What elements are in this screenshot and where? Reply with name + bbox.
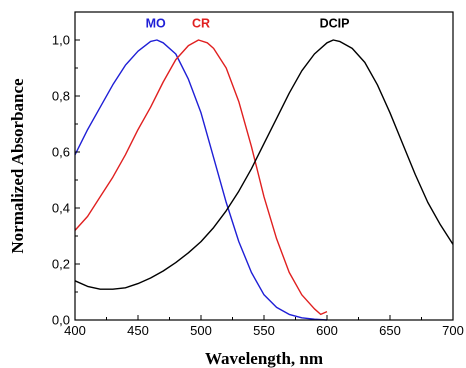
x-tick-label: 550	[253, 323, 275, 338]
y-axis-title: Normalized Absorbance	[8, 78, 27, 254]
series-line-dcip	[74, 39, 454, 290]
annotation-layer: MO CR DCIP	[146, 16, 350, 30]
y-tick-label: 0,4	[52, 201, 70, 216]
series-line-cr	[74, 39, 328, 316]
x-tick-label: 700	[442, 323, 464, 338]
series-line-mo	[74, 39, 328, 321]
series-label-cr: CR	[192, 16, 210, 30]
y-tick-label: 0,0	[52, 313, 70, 328]
x-tick-label: 600	[316, 323, 338, 338]
x-axis-title: Wavelength, nm	[205, 349, 323, 368]
series-label-dcip: DCIP	[320, 16, 350, 30]
y-tick-label: 0,8	[52, 89, 70, 104]
x-tick-label: 450	[127, 323, 149, 338]
ticks-layer: 400 450 500 550 600 650 700 0,0 0,2 0,4 0,6 0,8 1,0	[52, 33, 464, 339]
series-label-mo: MO	[146, 16, 166, 30]
series-layer	[74, 39, 454, 321]
x-tick-label: 500	[190, 323, 212, 338]
x-tick-label: 650	[379, 323, 401, 338]
y-tick-label: 0,2	[52, 257, 70, 272]
y-tick-label: 1,0	[52, 33, 70, 48]
y-tick-label: 0,6	[52, 145, 70, 160]
x-tick-label: 400	[64, 323, 86, 338]
